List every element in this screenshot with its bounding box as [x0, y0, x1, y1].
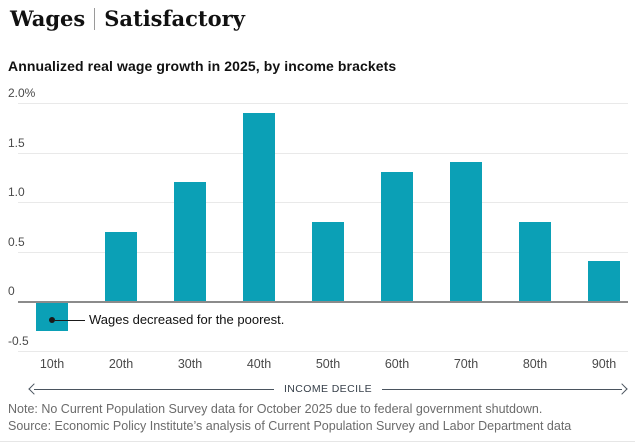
- bar-50th: [312, 221, 344, 301]
- footer: Note: No Current Population Survey data …: [8, 401, 628, 435]
- arrow-line-left: [34, 388, 274, 390]
- gridline: [18, 103, 628, 104]
- x-tick-label: 50th: [315, 357, 341, 371]
- x-tick-label: 10th: [39, 357, 65, 371]
- y-tick-label: 0.5: [8, 234, 25, 249]
- header: Wages Satisfactory: [10, 6, 245, 31]
- bar-70th: [450, 162, 482, 301]
- arrow-left-icon: [28, 383, 40, 395]
- x-tick-label: 80th: [522, 357, 548, 371]
- x-tick-label: 20th: [108, 357, 134, 371]
- section-kicker: Wages: [10, 6, 86, 31]
- bar-60th: [381, 172, 413, 301]
- bar-80th: [519, 221, 551, 301]
- y-tick-label: 2.0%: [8, 86, 36, 100]
- x-tick-label: 70th: [453, 357, 479, 371]
- annotation-dot: [49, 317, 55, 323]
- bar-30th: [174, 182, 206, 301]
- bar-90th: [588, 261, 620, 301]
- y-tick-label: -0.5: [8, 333, 29, 348]
- bar-40th: [243, 112, 275, 301]
- y-tick-label: 1.5: [8, 135, 25, 150]
- arrow-right-icon: [616, 383, 628, 395]
- x-tick-label: 30th: [177, 357, 203, 371]
- annotation-connector: [55, 320, 85, 321]
- bar-10th: [36, 301, 68, 331]
- bar-chart-plot: 2.0% 1.5 1.0 0.5 0 -0.5 Wages decreased for th…: [0, 86, 635, 357]
- bottom-divider: [0, 441, 635, 442]
- footnote: Note: No Current Population Survey data …: [8, 402, 543, 416]
- y-tick-label: 0: [8, 284, 15, 298]
- chart-title: Annualized real wage growth in 2025, by …: [8, 58, 397, 74]
- y-tick-label: 1.0: [8, 185, 25, 199]
- annotation-text: Wages decreased for the poorest.: [89, 312, 285, 327]
- gridline: [18, 202, 628, 203]
- header-status: Satisfactory: [104, 6, 245, 31]
- x-tick-label: 90th: [591, 357, 617, 371]
- x-axis-arrow: INCOME DECILE: [28, 381, 628, 397]
- header-divider: [94, 7, 96, 30]
- source-line: Source: Economic Policy Institute’s anal…: [8, 419, 572, 433]
- arrow-line-right: [382, 388, 623, 390]
- x-axis-labels: 10th 20th 30th 40th 50th 60th 70th 80th 90th: [0, 357, 635, 373]
- x-axis-title: INCOME DECILE: [283, 383, 373, 395]
- bar-20th: [105, 231, 137, 301]
- gridline: [18, 350, 628, 352]
- x-tick-label: 60th: [384, 357, 410, 371]
- gridline: [18, 152, 628, 154]
- x-tick-label: 40th: [246, 357, 272, 371]
- zero-baseline: [18, 301, 628, 303]
